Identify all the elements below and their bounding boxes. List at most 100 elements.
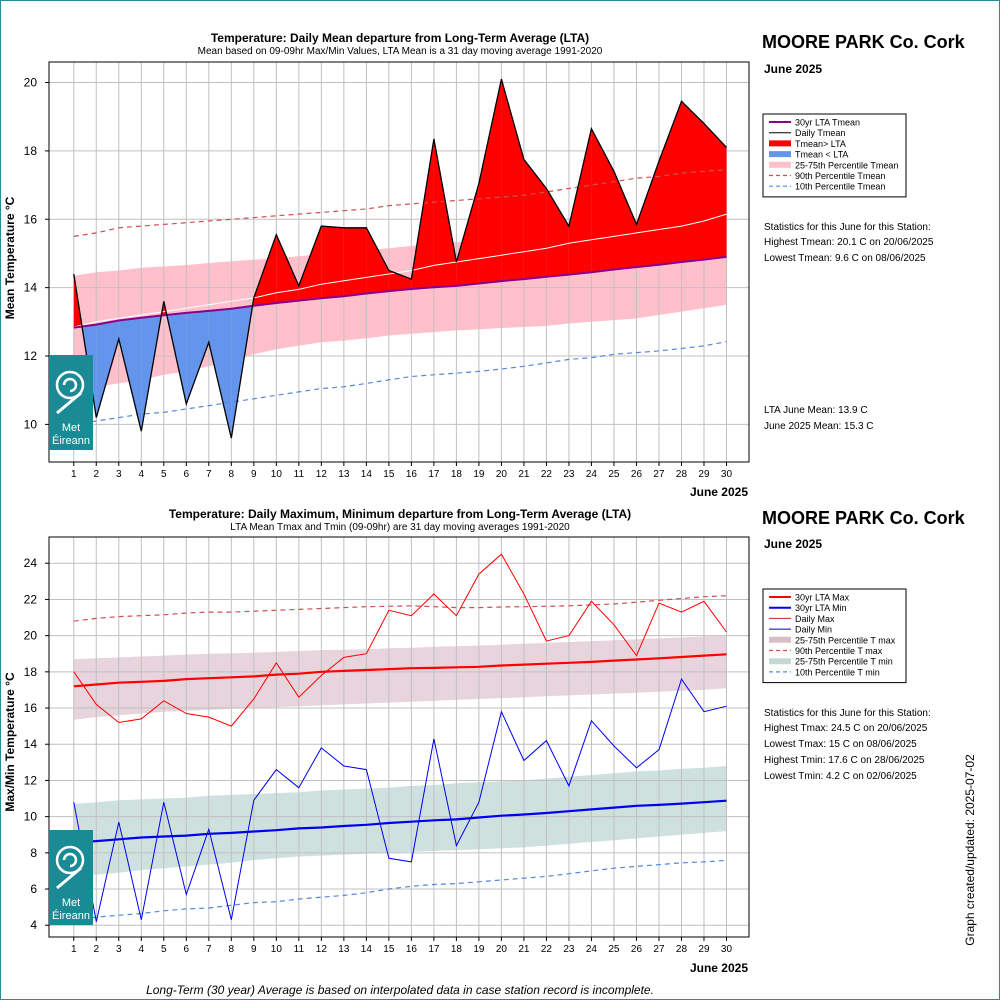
legend-label: Daily Tmean [795,128,845,138]
stat-line: Highest Tmin: 17.6 C on 28/06/2025 [764,755,925,766]
series-line-daily-max [73,553,727,727]
legend-box [762,588,907,684]
stats-2: Highest Tmax: 24.5 C on 20/06/2025 Lowest… [764,723,928,782]
y-tick-label: 16 [24,701,38,715]
departure-above-area [659,101,682,265]
x-tick-label: 2 [93,469,99,480]
legend-label: Daily Max [795,614,835,624]
x-tick-label: 28 [676,944,688,955]
x-tick-label: 17 [428,944,440,955]
stat-line: Highest Tmax: 24.5 C on 20/06/2025 [764,723,928,734]
series-line-daily-min [73,677,727,922]
y-tick-label: 22 [24,592,38,606]
x-tick-label: 10 [271,469,283,480]
series-line-p90 [73,169,727,237]
departure-below-area [186,310,209,404]
series-line-lta-tmean [73,255,727,329]
x-tick-label: 5 [161,944,167,955]
x-tick-label: 9 [251,469,257,480]
departure-above-area [591,128,614,273]
x-tick-label: 20 [496,469,508,480]
x-tick-label: 24 [586,469,598,480]
month-label-1: June 2025 [764,62,822,76]
departure-above-area [546,188,569,277]
logo-text-met: Met [62,897,80,909]
x-tick-label: 13 [338,944,350,955]
x-tick-label: 6 [184,469,190,480]
departure-above-area [298,226,322,301]
departure-above-area [568,128,592,275]
y-tick-label: 14 [24,281,38,295]
x-tick-label: 3 [116,944,122,955]
x-tick-label: 4 [139,944,145,955]
y-tick-label: 12 [24,773,38,787]
x-tick-label: 21 [518,469,530,480]
stat-line: Lowest Tmin: 4.2 C on 02/06/2025 [764,771,917,782]
departure-above-area [704,123,727,260]
x-tick-label: 23 [563,944,575,955]
legend-label: 30yr LTA Min [795,603,847,613]
departure-above-area [636,161,659,268]
legend-label: Tmean> LTA [795,139,846,149]
x-tick-label: 10 [271,944,283,955]
stat-line: Lowest Tmean: 9.6 C on 08/06/2025 [764,253,926,264]
station-name-2: MOORE PARK Co. Cork [762,508,966,528]
y-tick-label: 24 [24,556,38,570]
x-tick-label: 29 [698,944,710,955]
x-tick-label: 22 [541,469,553,480]
chart2-ylabel: Max/Min Temperature °C [3,672,17,812]
y-tick-label: 14 [24,737,38,751]
y-tick-label: 10 [24,810,38,824]
x-tick-label: 12 [316,469,328,480]
y-tick-label: 18 [24,144,38,158]
x-tick-label: 20 [496,944,508,955]
stat-line: June 2025 Mean: 15.3 C [764,421,874,432]
departure-above-area [343,227,367,297]
legend-label: 90th Percentile T max [795,646,883,656]
series-line-30yr-lta-max [73,653,727,688]
x-tick-label: 27 [653,469,665,480]
stats-heading-1: Statistics for this June for this Statio… [764,222,931,233]
departure-above-area [501,79,524,282]
departure-above-area [523,159,547,280]
y-tick-label: 20 [24,76,38,90]
met-eireann-logo-icon: Met Éireann [49,830,93,925]
x-tick-label: 23 [563,469,575,480]
chart2-title: Temperature: Daily Maximum, Minimum depa… [169,507,631,521]
x-tick-label: 12 [316,944,328,955]
stats-heading-2: Statistics for this June for this Statio… [764,708,931,719]
x-tick-label: 30 [721,469,733,480]
departure-above-area [276,234,299,303]
x-tick-label: 4 [139,469,145,480]
departure-above-area [478,79,502,284]
y-tick-label: 12 [24,349,38,363]
x-tick-label: 2 [93,944,99,955]
x-tick-label: 15 [383,944,395,955]
logo-text-met: Met [62,422,80,434]
x-tick-label: 14 [361,469,373,480]
legend-label: 25-75th Percentile T max [795,635,896,645]
departure-above-area [433,138,457,288]
x-tick-label: 8 [229,469,235,480]
stat-line: Lowest Tmax: 15 C on 08/06/2025 [764,739,917,750]
legend-label: Tmean < LTA [795,150,848,160]
departure-above-area [321,226,344,299]
updated-label: Graph created/updated: 2025-07-02 [963,754,977,946]
departure-below-area [96,320,119,418]
legend-label: 30yr LTA Tmean [795,118,860,128]
x-tick-label: 8 [229,944,235,955]
departure-above-area [456,183,479,286]
plot-frame [48,536,750,938]
x-tick-label: 22 [541,944,553,955]
x-tick-label: 28 [676,469,688,480]
chart2-plot: 1 2 3 4 5 6 7 8 9 10 11 12 13 14 15 16 17 18 19 20 21 22 23 24 2… [24,536,750,955]
x-tick-label: 26 [631,944,643,955]
y-tick-label: 10 [24,417,38,431]
logo-text-eireann: Éireann [52,909,90,922]
footer-note: Long-Term (30 year) Average is based on … [146,983,654,997]
x-tick-label: 18 [451,469,463,480]
x-tick-label: 25 [608,944,620,955]
